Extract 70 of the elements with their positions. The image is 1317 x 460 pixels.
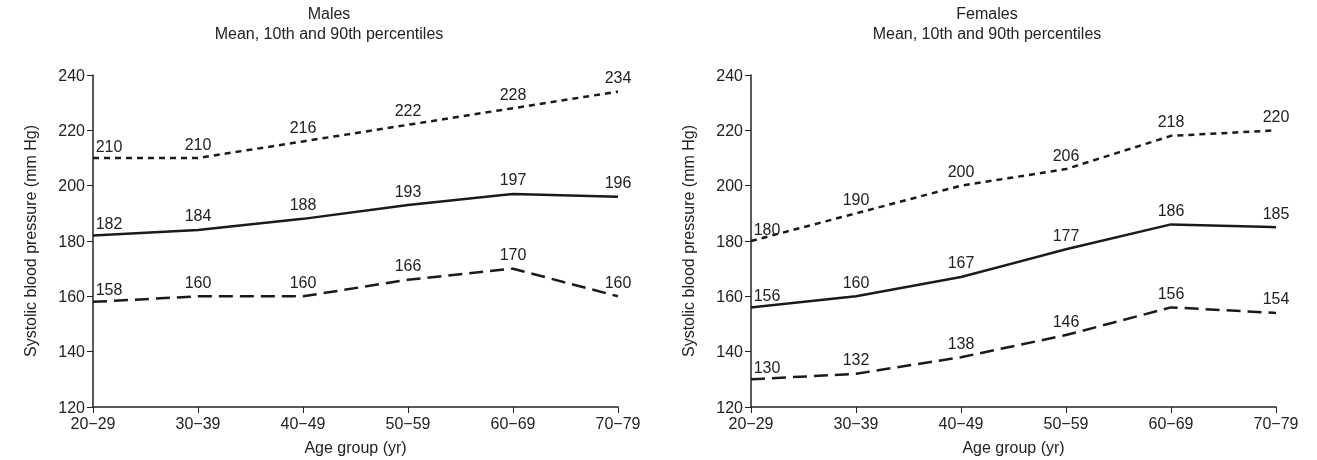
- x-tick-label: 40−49: [280, 414, 326, 432]
- data-label: 185: [1262, 204, 1290, 222]
- data-label: 158: [95, 281, 123, 299]
- chart-subtitle: Mean, 10th and 90th percentiles: [872, 24, 1102, 42]
- y-tick-label: 120: [58, 398, 86, 416]
- x-tick-label: 50−59: [385, 414, 431, 432]
- y-tick-label: 240: [716, 66, 744, 84]
- x-tick-label: 60−69: [1148, 414, 1194, 432]
- data-label: 228: [499, 85, 527, 103]
- data-label: 146: [1052, 312, 1080, 330]
- y-tick-label: 240: [58, 66, 86, 84]
- data-label: 190: [842, 190, 870, 208]
- y-tick-label: 140: [716, 343, 744, 361]
- data-label: 166: [394, 257, 422, 275]
- data-label: 188: [289, 196, 317, 214]
- data-label: 184: [184, 207, 212, 225]
- data-label: 160: [842, 273, 870, 291]
- data-label: 160: [184, 273, 212, 291]
- x-tick-label: 20−29: [728, 414, 774, 432]
- data-label: 220: [1262, 107, 1290, 125]
- data-label: 138: [947, 334, 975, 352]
- data-label: 193: [394, 182, 422, 200]
- data-label: 196: [604, 174, 632, 192]
- y-tick-label: 180: [716, 232, 744, 250]
- data-label: 180: [753, 220, 781, 238]
- x-tick-label: 70−79: [595, 414, 641, 432]
- data-label: 167: [947, 254, 975, 272]
- data-label: 210: [184, 135, 212, 153]
- data-label: 170: [499, 246, 527, 264]
- x-tick-label: 30−39: [833, 414, 879, 432]
- data-label: 130: [753, 358, 781, 376]
- data-label: 210: [95, 137, 123, 155]
- data-label: 156: [753, 286, 781, 304]
- y-tick-label: 220: [58, 121, 86, 139]
- chart-title: Males: [307, 4, 351, 22]
- y-tick-label: 160: [58, 287, 86, 305]
- x-axis-title: Age group (yr): [304, 438, 407, 456]
- x-tick-label: 40−49: [938, 414, 984, 432]
- data-label: 154: [1262, 290, 1290, 308]
- data-label: 222: [394, 102, 422, 120]
- data-label: 218: [1157, 113, 1185, 131]
- y-tick-label: 200: [58, 177, 86, 195]
- data-label: 156: [1157, 284, 1185, 302]
- data-label: 200: [947, 163, 975, 181]
- y-axis-title: Systolic blood pressure (mm Hg): [21, 124, 39, 358]
- x-tick-label: 70−79: [1253, 414, 1299, 432]
- x-tick-label: 30−39: [175, 414, 221, 432]
- x-tick-label: 20−29: [70, 414, 116, 432]
- chart-title: Females: [956, 4, 1018, 22]
- data-label: 177: [1052, 226, 1080, 244]
- data-label: 182: [95, 214, 123, 232]
- y-tick-label: 200: [716, 177, 744, 195]
- data-label: 197: [499, 171, 527, 189]
- y-axis-title: Systolic blood pressure (mm Hg): [679, 124, 697, 358]
- chart-subtitle: Mean, 10th and 90th percentiles: [214, 24, 444, 42]
- data-label: 216: [289, 118, 317, 136]
- data-label: 132: [842, 351, 870, 369]
- data-label: 160: [604, 273, 632, 291]
- data-label: 160: [289, 273, 317, 291]
- x-axis-title: Age group (yr): [962, 438, 1065, 456]
- x-tick-label: 60−69: [490, 414, 536, 432]
- y-tick-label: 180: [58, 232, 86, 250]
- data-label: 234: [604, 69, 632, 87]
- x-tick-label: 50−59: [1043, 414, 1089, 432]
- y-tick-label: 220: [716, 121, 744, 139]
- data-label: 206: [1052, 146, 1080, 164]
- y-tick-label: 160: [716, 287, 744, 305]
- data-label: 186: [1157, 201, 1185, 219]
- y-tick-label: 120: [716, 398, 744, 416]
- y-tick-label: 140: [58, 343, 86, 361]
